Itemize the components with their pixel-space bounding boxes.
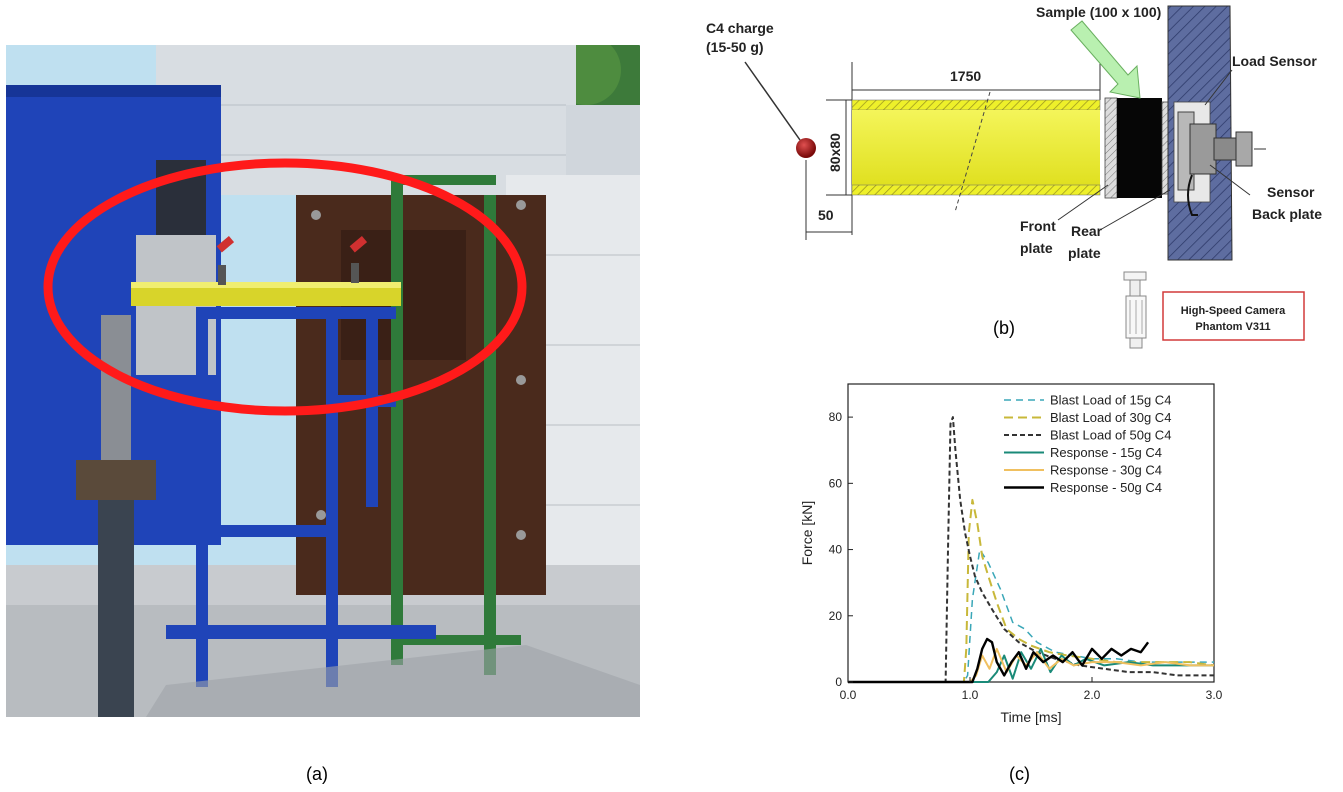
charge-leader-line: [744, 61, 801, 141]
legend-label: Blast Load of 50g C4: [1050, 428, 1171, 443]
c4-charge-ball: [796, 138, 816, 158]
test-rig-photo-illustration: [6, 35, 671, 717]
legend-label: Response - 30g C4: [1050, 463, 1162, 478]
caption-c: (c): [1009, 764, 1030, 784]
sample-arrow: [1070, 20, 1141, 99]
camera-label-box: [1162, 291, 1305, 341]
shock-tube: [852, 110, 1100, 185]
offset-label: 50: [818, 207, 834, 223]
setup-schematic: C4 charge (15-50 g) 1750 80x80 50 Sample…: [706, 4, 1322, 349]
x-axis-title: Time [ms]: [1001, 709, 1062, 725]
sample-label: Sample (100 x 100): [1036, 4, 1161, 20]
tube-wall-bottom: [851, 184, 1101, 196]
camera-label-line2: Phantom V311: [1195, 321, 1270, 333]
y-tick-label: 0: [835, 675, 842, 689]
charge-label-line1: C4 charge: [706, 20, 774, 36]
back-plate-label: Back plate: [1252, 206, 1322, 222]
front-plate-label-line2: plate: [1020, 240, 1053, 256]
caption-a: (a): [306, 764, 328, 784]
section-label: 80x80: [827, 133, 843, 172]
x-tick-label: 3.0: [1206, 688, 1223, 702]
highlight-ellipse: [43, 158, 527, 416]
highlight-ellipse-layer: [43, 158, 527, 416]
length-label: 1750: [950, 68, 981, 84]
y-axis-title: Force [kN]: [799, 501, 815, 566]
camera-icon: [1123, 271, 1147, 349]
tube-wall-top: [851, 99, 1101, 111]
rear-plate-label-line1: Rear: [1071, 223, 1103, 239]
test-rig-photo: [6, 35, 671, 717]
y-tick-label: 60: [829, 476, 843, 490]
x-tick-label: 0.0: [840, 688, 857, 702]
plot-area: [847, 383, 1215, 683]
y-tick-label: 80: [829, 410, 843, 424]
rear-plate-label-line2: plate: [1068, 245, 1101, 261]
legend-label: Blast Load of 30g C4: [1050, 410, 1171, 425]
charge-label-line2: (15-50 g): [706, 39, 764, 55]
front-plate-label-line1: Front: [1020, 218, 1056, 234]
camera-label-line1: High-Speed Camera: [1181, 305, 1286, 317]
series-line-5: [848, 647, 1214, 683]
x-tick-label: 1.0: [962, 688, 979, 702]
caption-b: (b): [993, 318, 1015, 338]
load-sensor-label: Load Sensor: [1232, 53, 1317, 69]
legend-label: Response - 15g C4: [1050, 445, 1162, 460]
x-tick-label: 2.0: [1084, 688, 1101, 702]
y-tick-label: 20: [829, 609, 843, 623]
force-time-chart: 0.0 1.0 2.0 3.0 0 20 40 60 80 Blast Load of 15g …: [790, 366, 1250, 751]
series-line-3: [848, 416, 1214, 683]
y-tick-label: 40: [829, 543, 843, 557]
series-line-6: [848, 637, 1150, 684]
front-plate: [1104, 97, 1118, 199]
series-line-2: [848, 498, 1215, 683]
legend-label: Response - 50g C4: [1050, 480, 1162, 495]
sample-block: [1117, 98, 1162, 198]
sensor-label: Sensor: [1267, 184, 1315, 200]
legend-label: Blast Load of 15g C4: [1050, 393, 1171, 408]
